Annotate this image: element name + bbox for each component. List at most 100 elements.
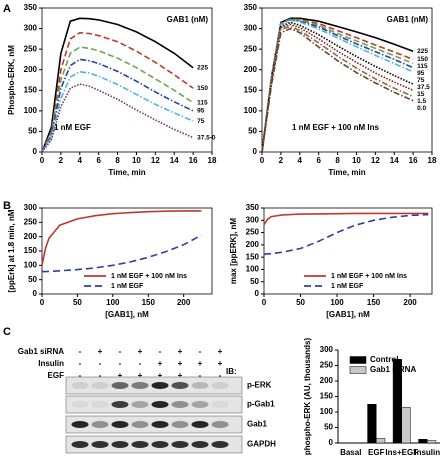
series-label: 0.0: [417, 105, 426, 112]
series-label: 37.5: [417, 84, 430, 91]
blot-band: [71, 401, 89, 408]
x-tick-label: 16: [409, 156, 418, 165]
lane-sign: -: [99, 371, 102, 380]
blot-band: [171, 401, 189, 408]
blot-band: [171, 441, 189, 448]
series-line: [41, 17, 194, 153]
ib-label: IB:: [226, 367, 237, 376]
y-tick-label: 50: [28, 127, 37, 136]
lane-sign: -: [99, 359, 102, 368]
series-label: 115: [197, 99, 208, 106]
blot-band: [71, 441, 89, 448]
y-tick-label: 350: [244, 3, 258, 12]
x-tick-label: 100: [330, 298, 344, 307]
y-tick-label: 300: [24, 24, 38, 33]
blot-band: [191, 382, 209, 389]
annotation: 1 nM EGF: [54, 123, 91, 132]
series-label: 15: [417, 91, 425, 98]
x-tick-label: 18: [428, 156, 437, 165]
y-tick-label: 250: [24, 44, 38, 53]
band-label: GAPDH: [247, 440, 276, 449]
x-tick-label: 10: [132, 156, 141, 165]
y-tick-label: 0: [33, 147, 38, 156]
x-tick-label: 100: [106, 298, 120, 307]
series-label: 115: [417, 63, 428, 70]
series-label: 225: [417, 48, 428, 55]
lane-sign: +: [198, 359, 203, 368]
blot-band: [151, 421, 169, 428]
bar: [418, 439, 428, 444]
y-tick-label: 250: [244, 44, 258, 53]
x-tick-label: 150: [367, 298, 381, 307]
series-label: 75: [417, 77, 425, 84]
lane-sign: -: [139, 359, 142, 368]
y-tick-label: 200: [244, 65, 258, 74]
y-axis-label: max [ppERK], nM: [229, 218, 238, 285]
lane-sign: +: [178, 347, 183, 356]
legend-label: 1 nM EGF + 100 nM Ins: [331, 273, 407, 280]
y-tick-label: 300: [320, 345, 334, 354]
lane-sign: -: [119, 359, 122, 368]
blot-band: [111, 421, 129, 428]
series-label: 150: [417, 56, 428, 63]
blot-band: [111, 401, 129, 408]
series-line: [263, 212, 429, 226]
y-tick-label: 250: [24, 217, 38, 226]
y-tick-label: 100: [246, 265, 260, 274]
lane-sign: +: [138, 371, 143, 380]
y-tick-label: 150: [246, 252, 260, 261]
y-tick-label: 100: [24, 260, 38, 269]
series-label: 1.5: [417, 98, 426, 105]
y-tick-label: 100: [24, 106, 38, 115]
legend-label: Gab1 siRNA: [370, 365, 416, 374]
y-tick-label: 350: [246, 203, 260, 212]
band-label: p-ERK: [247, 381, 272, 390]
x-tick-label: 4: [78, 156, 83, 165]
blot-band: [111, 441, 129, 448]
x-tick-label: 14: [170, 156, 179, 165]
legend-label: 1 nM EGF: [111, 283, 144, 290]
blot-band: [191, 401, 209, 408]
series-label: 150: [197, 85, 208, 92]
blot-band: [71, 382, 89, 389]
x-axis-label: [GAB1], nM: [105, 310, 149, 319]
x-tick-label: 0: [40, 156, 45, 165]
x-tick-label: 2: [279, 156, 284, 165]
x-tick-label: 18: [208, 156, 217, 165]
series-line: [41, 210, 202, 266]
blot-band: [191, 441, 209, 448]
blot-band: [71, 421, 89, 428]
x-tick-label: 200: [403, 298, 417, 307]
band-label: p-Gab1: [247, 400, 275, 409]
blot-band: [91, 401, 109, 408]
series-line: [261, 23, 414, 153]
band-label: Gab1: [247, 420, 268, 429]
lane-sign: -: [119, 347, 122, 356]
blot-band: [191, 421, 209, 428]
blot-band: [151, 441, 169, 448]
blot-band: [171, 382, 189, 389]
y-tick-label: 50: [28, 275, 37, 284]
blot-band: [211, 441, 229, 448]
legend-swatch: [349, 356, 367, 364]
plot-frame: [263, 207, 433, 295]
legend-title: GAB1 (nM): [167, 15, 209, 24]
blot-band: [131, 421, 149, 428]
y-tick-label: 150: [320, 392, 334, 401]
blot-band: [91, 421, 109, 428]
x-tick-label: 0: [262, 298, 267, 307]
legend-label: 1 nM EGF + 100 nM Ins: [111, 273, 187, 280]
x-tick-label: 0: [260, 156, 265, 165]
series-line: [261, 21, 414, 153]
y-tick-label: 150: [24, 246, 38, 255]
blot-band: [151, 401, 169, 408]
panel-label: C: [3, 326, 11, 338]
lane-sign: +: [118, 371, 123, 380]
lane-sign: -: [159, 347, 162, 356]
row-label: Insulin: [38, 359, 64, 368]
series-line: [42, 234, 202, 273]
lane-sign: -: [79, 371, 82, 380]
y-tick-label: 200: [24, 232, 38, 241]
y-tick-label: 300: [246, 215, 260, 224]
